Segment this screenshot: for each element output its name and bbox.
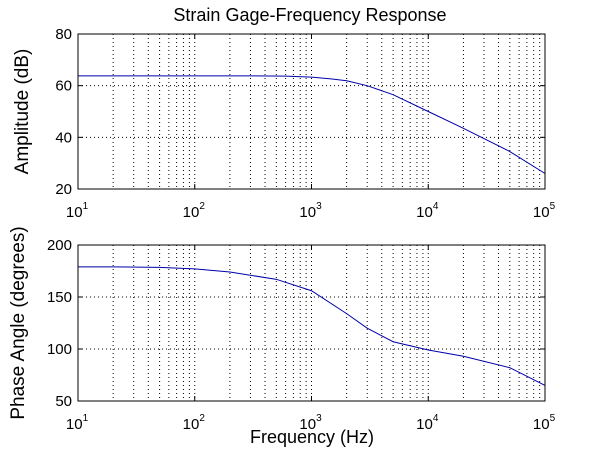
chart-0-y-tick-label: 40 — [55, 129, 72, 146]
chart-0-x-tick-label: 104 — [416, 201, 439, 221]
chart-1-x-tick-label: 104 — [416, 413, 439, 433]
chart-0-y-axis-label: Amplitude (dB) — [12, 49, 33, 175]
chart-1-y-tick-label: 200 — [47, 237, 72, 254]
chart-1-y-tick-label: 50 — [55, 393, 72, 410]
chart-0-axes-frame — [77, 33, 546, 190]
chart-0-x-tick-label: 105 — [533, 201, 556, 221]
chart-0-x-tick-label: 101 — [66, 201, 89, 221]
chart-1-y-axis-label: Phase Angle (degrees) — [8, 226, 29, 419]
chart-0-series-line — [78, 75, 546, 174]
chart-0-x-tick-label: 103 — [299, 201, 322, 221]
amplitude-plot: 101 102 103 104 105 20 40 60 80 Amplitude (dB) — [12, 26, 556, 221]
chart-1-y-tick-label: 100 — [47, 341, 72, 358]
chart-0-y-tick-label: 20 — [55, 181, 72, 198]
chart-0-y-tick-label: 80 — [55, 26, 72, 43]
chart-1-x-tick-label: 102 — [183, 413, 206, 433]
chart-1-x-tick-label: 101 — [66, 413, 89, 433]
chart-1-y-tick-label: 150 — [47, 289, 72, 306]
chart-title: Strain Gage-Frequency Response — [173, 5, 446, 25]
chart-0-x-tick-label: 102 — [183, 201, 206, 221]
chart-1-x-tick-label: 103 — [299, 413, 322, 433]
x-axis-label: Frequency (Hz) — [250, 427, 374, 447]
phase-plot: 101 102 103 104 105 50 100 150 200 Phase Angle (d… — [8, 226, 556, 433]
chart-1-series-line — [78, 266, 546, 386]
chart-0-y-tick-label: 60 — [55, 78, 72, 95]
chart-1-x-tick-label: 105 — [533, 413, 556, 433]
